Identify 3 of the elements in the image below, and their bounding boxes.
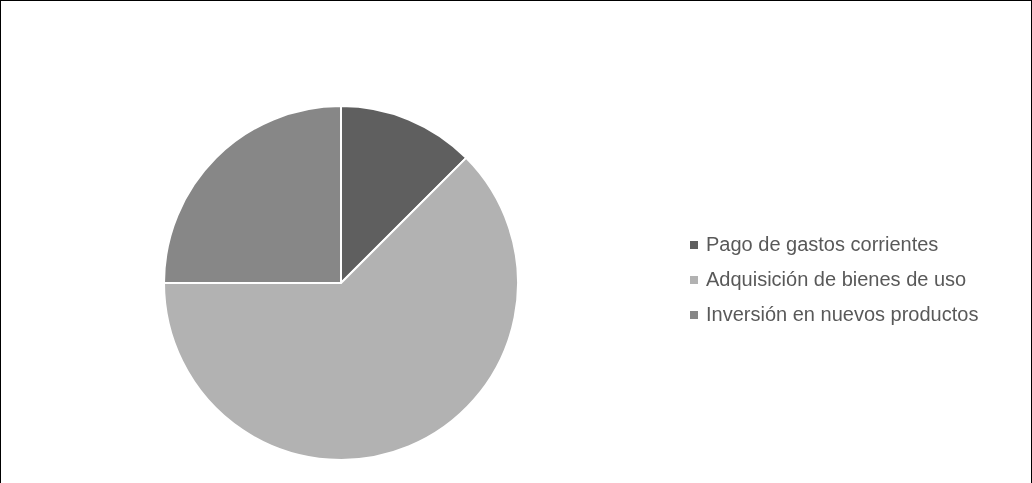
legend-label: Pago de gastos corrientes — [706, 233, 939, 255]
legend-label: Adquisición de bienes de uso — [706, 268, 967, 290]
legend-label: Inversión en nuevos productos — [706, 303, 979, 325]
